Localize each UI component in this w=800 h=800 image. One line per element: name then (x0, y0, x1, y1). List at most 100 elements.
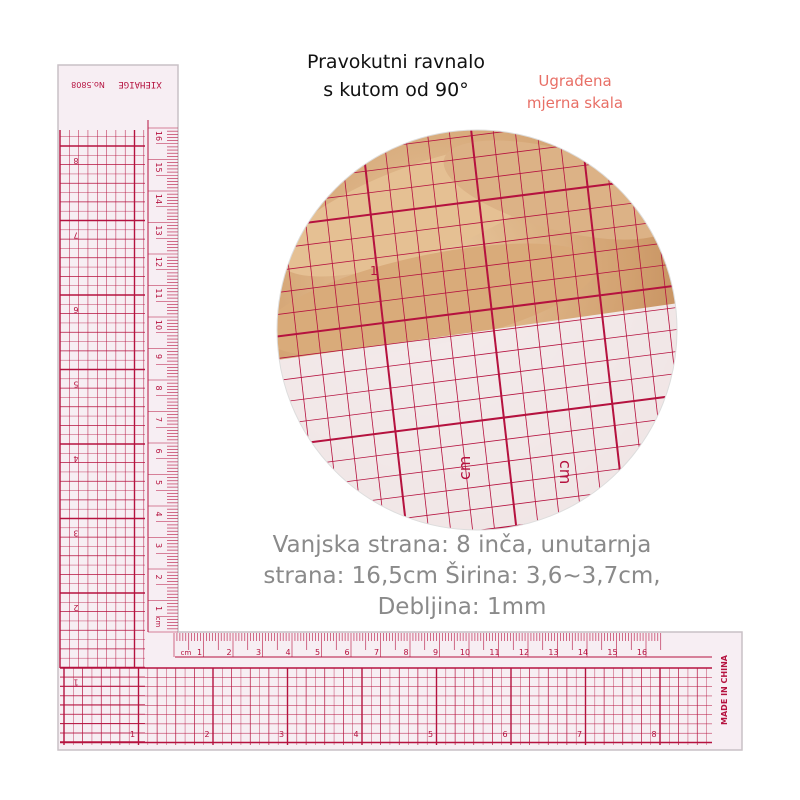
photo-grid-line (277, 323, 677, 385)
spec-line-1: Vanjska strana: 8 inča, unutarnja (272, 532, 652, 558)
cm-number-v: 6 (154, 448, 163, 453)
inch-number-v: 6 (73, 305, 78, 314)
cm-number-v: 2 (154, 574, 163, 579)
inch-number-v: 2 (73, 603, 78, 612)
photo-grid-line (277, 279, 677, 341)
feature-line-1: Ugrađena (538, 72, 612, 90)
cm-number-h: 1 (197, 648, 202, 657)
ruler-markings: 1 2 3 4 5 6 7 8cm 1 2 3 4 5 6 7 8 9 10 11 12 13 14 15 161234567… (59, 120, 712, 745)
cm-number-v: 3 (154, 543, 163, 548)
photo-grid-line (277, 301, 677, 363)
zoom-cm-label: cm (455, 456, 474, 480)
cm-number-v: 5 (154, 480, 163, 485)
photo-grid-line (250, 0, 720, 54)
cm-number-v: 7 (154, 417, 163, 422)
cm-number-h: 8 (403, 648, 408, 657)
photo-grid-line (381, 130, 433, 530)
ruler-brand: XIEHAIGE (118, 79, 161, 89)
photo-grid-line (184, 120, 234, 560)
inch-number-h: 4 (353, 730, 358, 739)
photo-grid-line (277, 411, 677, 473)
cm-unit-label: cm (181, 649, 192, 657)
inch-number-h: 1 (130, 730, 135, 739)
photo-grid-line (491, 130, 543, 530)
photo-grid-line (250, 0, 720, 10)
inch-number-v: 4 (73, 454, 78, 463)
photo-grid-line (0, 120, 36, 560)
photo-grid-line (0, 120, 14, 560)
cm-number-h: 4 (285, 648, 290, 657)
cm-number-h: 15 (607, 648, 617, 657)
photo-grid-line (206, 120, 256, 560)
inch-number-h: 2 (204, 730, 209, 739)
inch-number-h: 3 (279, 730, 284, 739)
headline-line-2: s kutom od 90° (323, 79, 469, 101)
zoom-mark-1: 1 (370, 264, 378, 278)
headline: Pravokutni ravnalo s kutom od 90° (270, 48, 522, 104)
inch-number-v: 3 (73, 529, 78, 538)
cm-number-h: 7 (374, 648, 379, 657)
cm-number-v: 11 (154, 288, 163, 298)
cm-number-h: 2 (226, 648, 231, 657)
photo-grid-line (277, 367, 677, 429)
cm-number-v: 10 (154, 320, 163, 330)
cm-number-v: 14 (154, 194, 163, 204)
photo-grid-line (277, 389, 677, 451)
headline-line-1: Pravokutni ravnalo (306, 51, 485, 73)
cm-number-h: 5 (315, 648, 320, 657)
cm-number-h: 6 (344, 648, 349, 657)
photo-grid-line (277, 130, 279, 530)
ruler-model: No.5808 (71, 80, 105, 89)
photo-grid-line (277, 257, 677, 319)
made-in-label: MADE IN CHINA (720, 654, 729, 725)
cm-number-h: 14 (578, 648, 588, 657)
photo-grid-line (277, 235, 677, 297)
inch-number-h: 5 (428, 730, 433, 739)
photo-grid-line (734, 120, 784, 560)
l-square-ruler (57, 64, 743, 751)
cm-unit-label-v: cm (154, 617, 162, 628)
photo-grid-line (513, 130, 565, 530)
photo-grid-line (277, 213, 677, 275)
cm-number-v: 9 (154, 354, 163, 359)
photo-grid-line (8, 120, 58, 560)
feature-callout: Ugrađena mjerna skala (500, 70, 650, 114)
zoom-cm-label-2: cm (556, 460, 575, 484)
inch-number-v: 8 (73, 156, 78, 165)
photo-grid-line (359, 130, 411, 530)
spec-text: Vanjska strana: 8 inča, unutarnja strana… (236, 530, 688, 623)
cm-number-v: 16 (154, 131, 163, 141)
cm-number-h: 3 (256, 648, 261, 657)
photo-grid-line (277, 345, 677, 407)
cm-number-h: 16 (637, 648, 647, 657)
cm-number-h: 10 (460, 648, 470, 657)
cm-number-v: 8 (154, 385, 163, 390)
photo-grid-line (778, 120, 800, 560)
spec-line-2: strana: 16,5cm Širina: 3,6~3,7cm, (263, 563, 661, 589)
photo-grid-line (447, 130, 499, 530)
cm-number-v: 13 (154, 225, 163, 235)
cm-number-h: 12 (519, 648, 529, 657)
photo-grid-line (557, 130, 609, 530)
feature-line-2: mjerna skala (526, 94, 624, 112)
photo-grid-line (425, 130, 477, 530)
cm-number-h: 9 (433, 648, 438, 657)
photo-grid-line (469, 130, 521, 530)
cm-number-h: 13 (548, 648, 558, 657)
cm-number-h: 11 (489, 648, 499, 657)
inch-number-h: 6 (502, 730, 507, 739)
inch-number-h: 7 (577, 730, 582, 739)
photo-grid-line (712, 120, 762, 560)
photo-grid-line (690, 120, 740, 560)
cm-number-v: 12 (154, 257, 163, 267)
spec-line-3: Debljina: 1mm (377, 594, 547, 620)
cm-number-v: 4 (154, 511, 163, 516)
inch-number-h: 8 (651, 730, 656, 739)
inch-number-v: 7 (73, 231, 78, 240)
photo-grid-line (403, 130, 455, 530)
inch-number-v: 5 (73, 380, 78, 389)
photo-grid-line (756, 120, 800, 560)
photo-grid-line (337, 130, 389, 530)
cm-number-v: 1 (154, 606, 163, 611)
